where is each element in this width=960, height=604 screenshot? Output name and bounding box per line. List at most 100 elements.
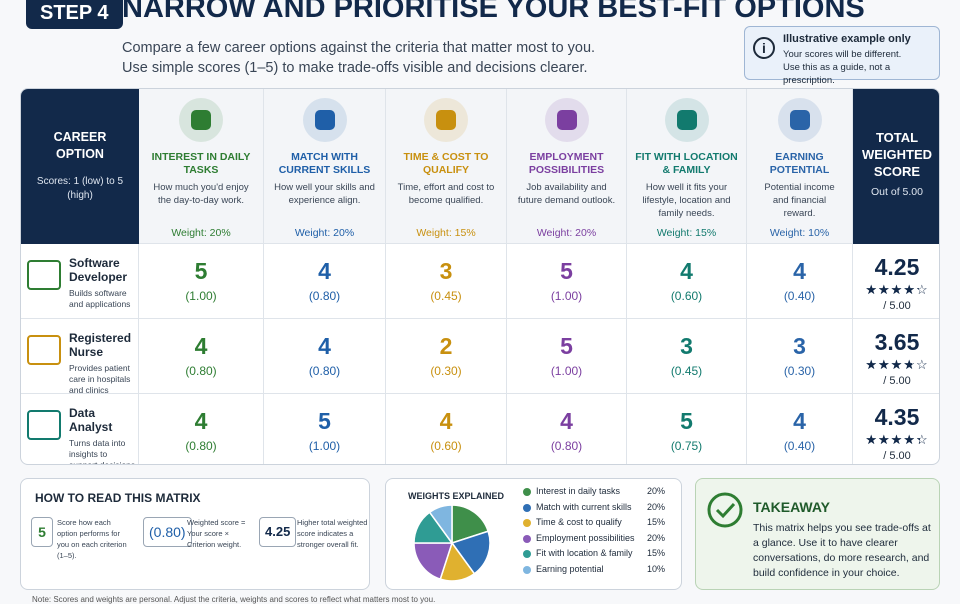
icon-glyph bbox=[191, 110, 211, 130]
score-cell: 3 (0.45) bbox=[627, 319, 747, 394]
criterion-header: FIT WITH LOCATION & FAMILY How well it fi… bbox=[627, 89, 747, 244]
criterion-icon bbox=[777, 98, 822, 142]
option-note: Scores: 1 (low) to 5 (high) bbox=[36, 176, 124, 201]
score: 2 bbox=[439, 333, 453, 359]
criterion-header: INTEREST IN DAILY TASKS How much you'd en… bbox=[139, 89, 264, 244]
subtitle-line: Use simple scores (1–5) to make trade-of… bbox=[122, 60, 588, 76]
stars-fill: ★★★★★ bbox=[865, 432, 920, 447]
criterion-desc: How well your skills and experience alig… bbox=[274, 182, 375, 206]
subtitle-line: Compare a few career options against the… bbox=[122, 40, 596, 56]
score-cell: 3 (0.45) bbox=[386, 244, 507, 319]
option-desc: Builds software and applications bbox=[69, 288, 131, 309]
score: 5 bbox=[318, 408, 331, 434]
total-note: Out of 5.00 bbox=[871, 186, 923, 198]
legend-name: Match with current skills bbox=[536, 501, 632, 512]
stars: ☆☆☆☆☆★★★★★ bbox=[865, 282, 929, 297]
score: 4 bbox=[318, 258, 331, 284]
icon-glyph bbox=[676, 110, 697, 130]
weights-panel: WEIGHTS EXPLAINED Interest in daily task… bbox=[385, 478, 682, 590]
weighted-score: (0.30) bbox=[430, 364, 462, 378]
option-title: CAREER OPTION bbox=[53, 130, 107, 161]
score: 5 bbox=[680, 408, 693, 434]
how-to-read: HOW TO READ THIS MATRIX 5 Score how each … bbox=[20, 478, 370, 590]
score: 3 bbox=[680, 333, 693, 359]
criterion-icon bbox=[302, 98, 347, 142]
icon-glyph bbox=[436, 110, 456, 130]
score: 4 bbox=[194, 333, 208, 359]
total-cell: 3.65 ☆☆☆☆☆★★★★★ / 5.00 bbox=[853, 319, 939, 394]
total-header: TOTAL WEIGHTED SCORE Out of 5.00 bbox=[853, 89, 939, 244]
criterion-header: MATCH WITH CURRENT SKILLS How well your s… bbox=[264, 89, 386, 244]
title: NARROW AND PRIORITISE YOUR BEST-FIT OPTI… bbox=[122, 0, 865, 24]
legend-swatch bbox=[523, 550, 531, 558]
score-cell: 4 (0.80) bbox=[139, 319, 264, 394]
score: 4 bbox=[194, 408, 208, 434]
out-of: / 5.00 bbox=[883, 450, 911, 462]
criterion-desc: Potential income and financial reward. bbox=[764, 182, 835, 219]
notice-line: Use this as a guide, not a prescription. bbox=[783, 62, 891, 86]
out-of: / 5.00 bbox=[883, 375, 911, 387]
score-cell: 5 (1.00) bbox=[507, 319, 627, 394]
score-cell: 5 (1.00) bbox=[264, 394, 386, 464]
weighted-score: (0.80) bbox=[308, 364, 341, 378]
out-of: / 5.00 bbox=[883, 300, 911, 312]
legend-swatch bbox=[523, 488, 531, 496]
option-name: Registered Nurse bbox=[69, 331, 132, 359]
step-badge: STEP 4 bbox=[26, 0, 123, 29]
takeaway-title: TAKEAWAY bbox=[753, 499, 831, 515]
pie bbox=[413, 504, 491, 582]
legend-value: 20% bbox=[647, 486, 666, 496]
criterion-icon bbox=[424, 98, 468, 142]
score-cell: 4 (0.60) bbox=[386, 394, 507, 464]
score-cell: 4 (0.40) bbox=[747, 244, 853, 319]
criterion-name: TIME & COST TO QUALIFY bbox=[403, 151, 489, 176]
score: 4 bbox=[439, 408, 453, 434]
criterion-name: EARNING POTENTIAL bbox=[769, 151, 830, 176]
sample: (0.80) bbox=[143, 517, 192, 547]
pie-slice bbox=[428, 504, 453, 546]
criterion-header: EMPLOYMENT POSSIBILITIES Job availability… bbox=[507, 89, 627, 244]
check-icon bbox=[707, 492, 743, 528]
weights-title: WEIGHTS EXPLAINED bbox=[408, 491, 505, 501]
score: 3 bbox=[793, 333, 806, 359]
weighted-score: (1.00) bbox=[185, 289, 217, 303]
stars-fill: ★★★★★ bbox=[865, 282, 919, 297]
legend-value: 20% bbox=[647, 532, 666, 543]
stars: ☆☆☆☆☆★★★★★ bbox=[865, 357, 929, 372]
score: 3 bbox=[439, 258, 453, 284]
criterion-name: FIT WITH LOCATION & FAMILY bbox=[635, 151, 738, 176]
weighted-score: (0.80) bbox=[308, 289, 341, 303]
weighted-score: (0.60) bbox=[670, 289, 703, 303]
icon-glyph bbox=[556, 110, 577, 130]
criterion-weight: Weight: 10% bbox=[769, 227, 830, 239]
notice-line: Your scores will be different. bbox=[783, 49, 902, 60]
criterion-weight: Weight: 15% bbox=[656, 227, 717, 239]
legend-value: 15% bbox=[647, 548, 666, 558]
score: 5 bbox=[560, 333, 573, 359]
total-score: 4.35 bbox=[874, 404, 920, 430]
matrix: CAREER OPTION Scores: 1 (low) to 5 (high)… bbox=[20, 88, 940, 465]
legend-name: Employment possibilities bbox=[536, 532, 635, 543]
sample-text: Weighted score = Your score × Criterion … bbox=[187, 518, 246, 549]
option-cell: Registered Nurse Provides patient care in… bbox=[21, 319, 139, 395]
legend-name: Interest in daily tasks bbox=[536, 486, 621, 496]
score: 4 bbox=[318, 333, 331, 359]
criterion-icon bbox=[179, 98, 223, 142]
criterion-name: EMPLOYMENT POSSIBILITIES bbox=[528, 151, 605, 176]
score-cell: 4 (0.80) bbox=[264, 244, 386, 319]
takeaway: TAKEAWAY This matrix helps you see trade… bbox=[695, 478, 940, 590]
weighted-score: (0.30) bbox=[783, 364, 816, 378]
legend-value: 20% bbox=[647, 501, 666, 512]
score-cell: 5 (1.00) bbox=[507, 244, 627, 319]
stars-fill: ★★★★★ bbox=[865, 357, 911, 372]
criterion-weight: Weight: 15% bbox=[416, 227, 476, 239]
score: 4 bbox=[793, 258, 806, 284]
score: 5 bbox=[560, 258, 573, 284]
weighted-score: (0.45) bbox=[670, 364, 703, 378]
weighted-score: (0.60) bbox=[430, 439, 462, 453]
criterion-header: TIME & COST TO QUALIFY Time, effort and c… bbox=[386, 89, 507, 244]
criterion-icon bbox=[544, 98, 589, 142]
weighted-score: (1.00) bbox=[308, 439, 341, 453]
legend-swatch bbox=[523, 519, 531, 527]
takeaway-text: This matrix helps you see trade-offs at … bbox=[753, 522, 931, 579]
